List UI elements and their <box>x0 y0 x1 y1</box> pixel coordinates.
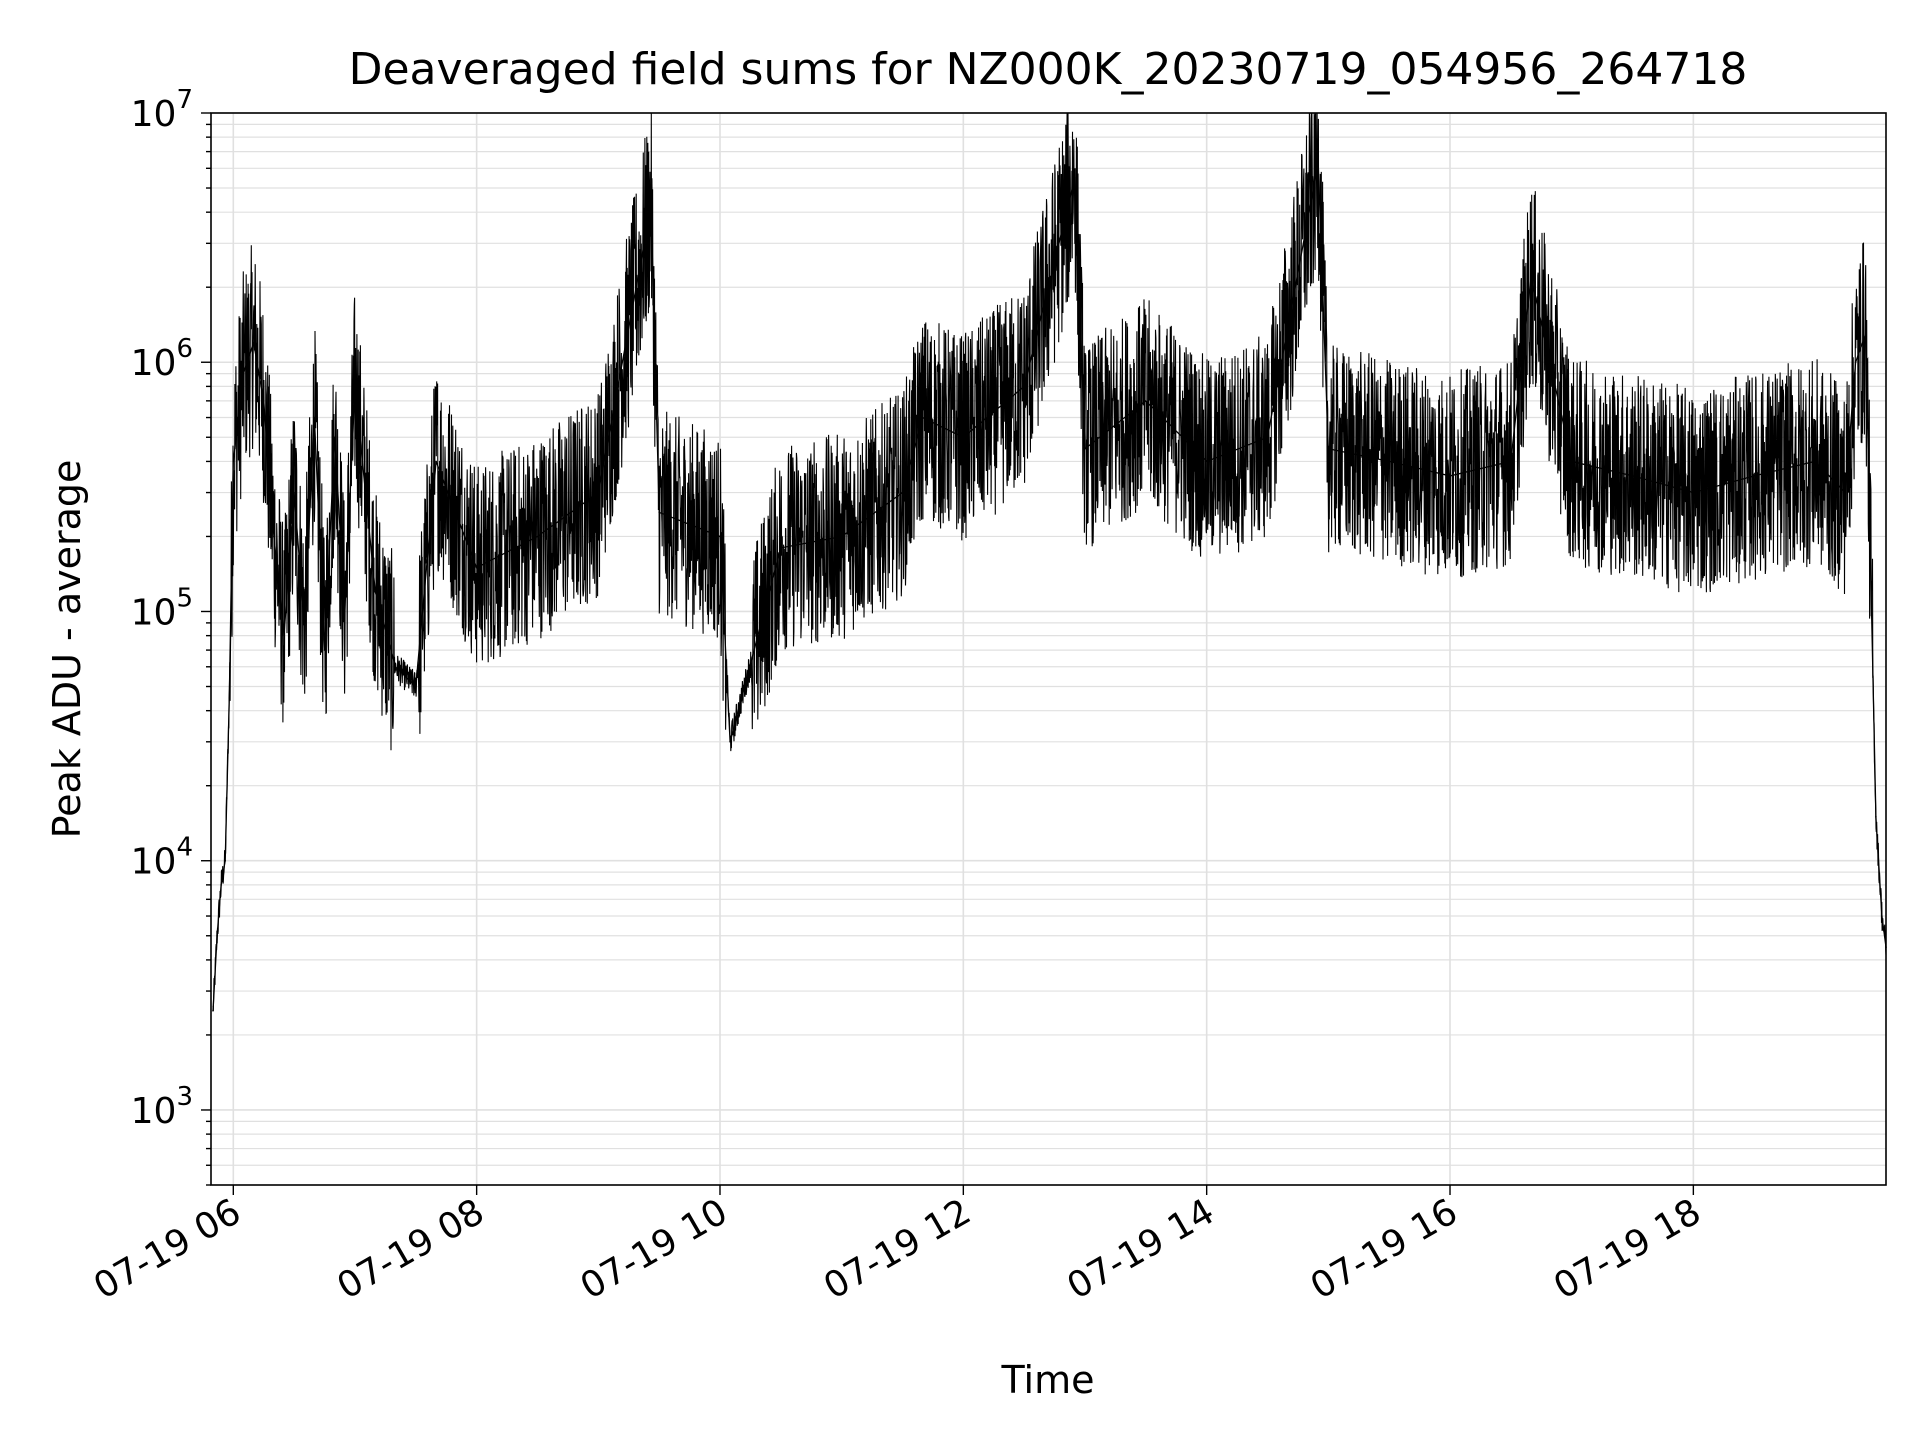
y-tick-label: 106 <box>131 334 193 384</box>
data-point <box>1388 460 1390 463</box>
data-point <box>1449 475 1451 477</box>
data-point <box>658 511 660 514</box>
data-point <box>394 666 397 668</box>
data-point <box>1753 475 1755 477</box>
data-point <box>1844 491 1847 494</box>
data-point <box>1875 816 1877 818</box>
data-point <box>840 535 843 538</box>
data-point <box>729 741 731 743</box>
data-point <box>303 622 306 624</box>
data-point <box>212 1010 214 1012</box>
data-point <box>922 416 924 419</box>
data-point <box>719 535 721 538</box>
data-point <box>224 859 226 862</box>
noise-trace <box>212 112 1887 1011</box>
data-point <box>333 436 336 439</box>
data-point <box>1023 385 1025 388</box>
data-point <box>1145 400 1147 402</box>
data-point <box>1570 460 1573 463</box>
data-point <box>1327 447 1330 450</box>
data-point <box>228 697 231 699</box>
data-point <box>901 491 904 494</box>
y-tick-label: 104 <box>131 833 193 883</box>
data-point <box>435 460 437 463</box>
data-point <box>252 341 255 344</box>
data-point <box>536 535 539 538</box>
data-point <box>1084 447 1086 450</box>
data-point <box>232 460 235 463</box>
y-tick-label: 107 <box>131 85 193 135</box>
data-point <box>780 547 782 549</box>
data-point <box>1530 276 1532 278</box>
data-point <box>262 400 265 402</box>
data-point <box>354 385 356 388</box>
y-tick-label: 103 <box>131 1082 193 1132</box>
plot-frame <box>210 112 1887 1186</box>
data-point <box>1266 436 1269 439</box>
data-point <box>1692 491 1695 494</box>
y-axis-label: Peak ADU - average <box>45 460 89 839</box>
data-point <box>415 685 417 688</box>
data-point <box>1631 475 1634 477</box>
data-point <box>1205 460 1208 463</box>
data-point <box>313 416 316 419</box>
data-point <box>293 491 295 494</box>
data-point <box>962 436 965 439</box>
data-point <box>1881 915 1883 917</box>
data-point <box>1510 460 1512 463</box>
data-point <box>216 935 218 937</box>
data-point <box>242 372 245 375</box>
data-point <box>283 634 285 637</box>
data-point <box>1854 361 1857 364</box>
data-point <box>650 206 652 208</box>
data-point <box>323 649 326 651</box>
y-tick-label: 105 <box>131 583 193 633</box>
x-axis-label: Time <box>1001 1358 1095 1402</box>
data-point <box>1317 162 1319 164</box>
data-point <box>475 566 478 569</box>
data-point <box>220 884 222 886</box>
chart-title: Deaveraged field sums for NZ000K_2023071… <box>349 44 1748 95</box>
data-point <box>273 535 275 538</box>
data-point <box>1864 333 1867 335</box>
data-point <box>1074 176 1076 179</box>
data-point <box>344 610 346 613</box>
data-point <box>597 491 600 494</box>
data-point <box>1814 460 1816 463</box>
data-point <box>374 590 377 593</box>
